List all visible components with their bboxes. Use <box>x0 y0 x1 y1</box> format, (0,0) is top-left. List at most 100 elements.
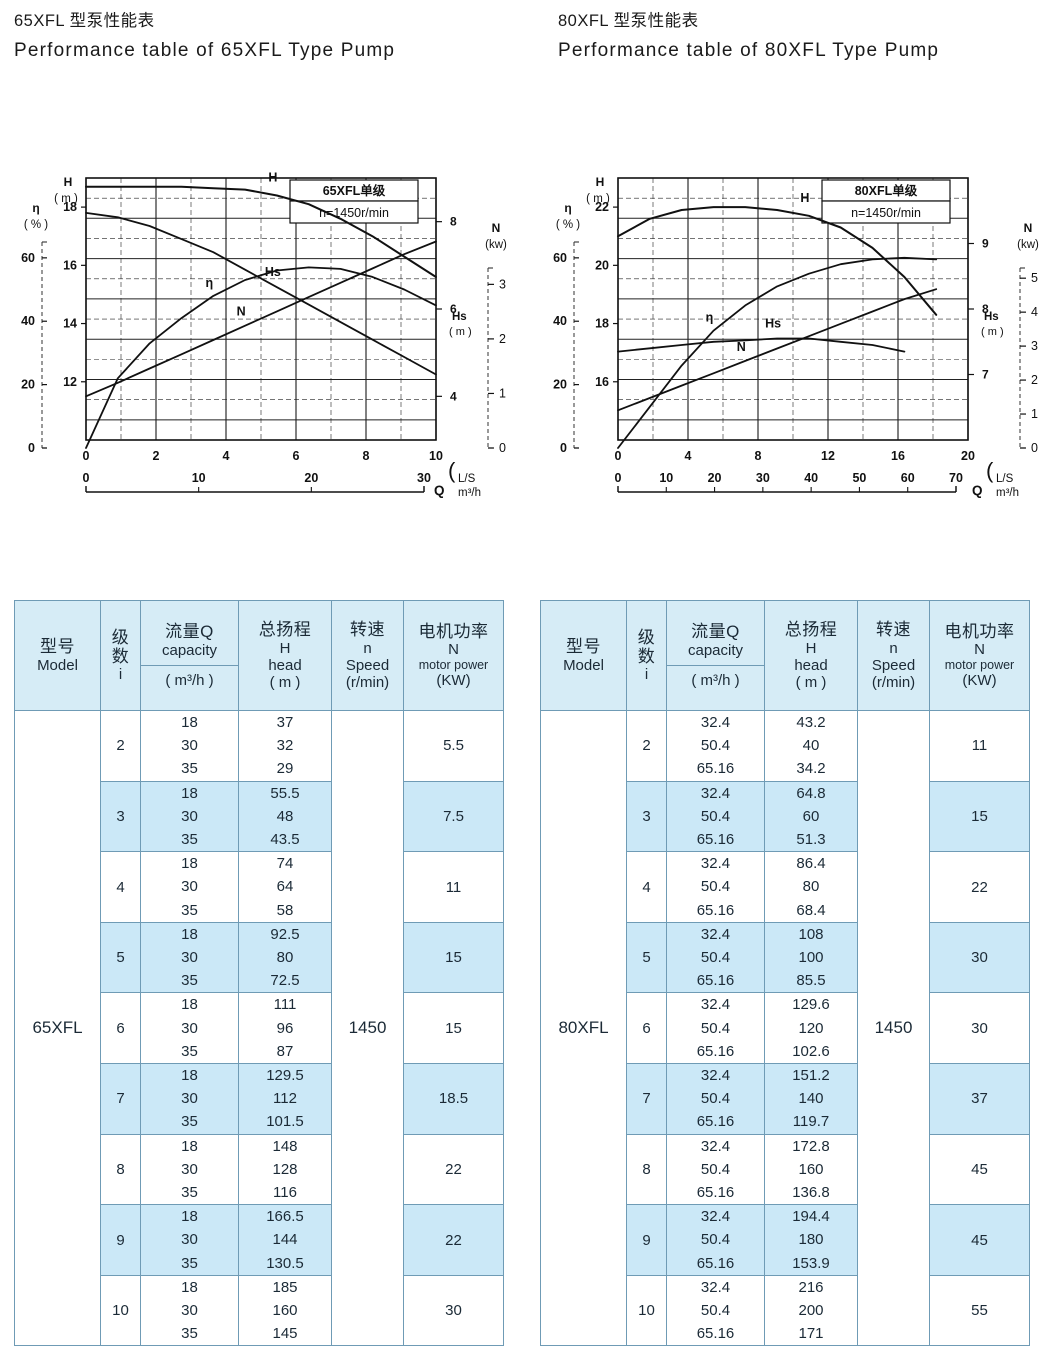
table-row: 8 18 30 35 148 128 116 22 <box>15 1133 504 1206</box>
head-value: 216 <box>798 1278 824 1296</box>
capacity-value: 35 <box>181 1113 198 1131</box>
svg-text:8: 8 <box>755 449 762 463</box>
capacity-value: 32.4 <box>700 925 731 943</box>
col-header-power: 电机功率 N motor power (KW) <box>403 600 504 711</box>
performance-table-65xfl: 型号 Model 级 数 i 流量Q capacity <box>14 600 504 1347</box>
svg-text:8: 8 <box>450 215 457 229</box>
cell-head: 151.2 140 119.7 <box>764 1063 858 1135</box>
cell-capacity: 32.4 50.4 65.16 <box>666 992 765 1065</box>
col-header-power-symbol: N <box>448 640 459 658</box>
svg-text:10: 10 <box>192 471 206 485</box>
capacity-value: 18 <box>181 1067 198 1085</box>
table-header-row: 型号 Model 级 数 i 流量Q capacity <box>540 600 1030 711</box>
col-header-capacity-top: 流量Q capacity <box>667 614 764 666</box>
head-value: 55.5 <box>270 784 300 802</box>
head-value: 86.4 <box>796 855 826 873</box>
capacity-value: 50.4 <box>700 949 731 967</box>
table-row: 5 32.4 50.4 65.16 108 100 85.5 30 <box>541 921 1030 994</box>
capacity-value: 18 <box>181 1208 198 1226</box>
table-row: 10 18 30 35 185 160 145 30 <box>15 1274 504 1347</box>
svg-text:η: η <box>32 201 39 215</box>
svg-text:Hs: Hs <box>452 311 467 323</box>
head-value: 166.5 <box>266 1208 304 1226</box>
performance-chart-80xfl: 80XFL单级 n=1450r/min H( m ) 16 18 20 22 η( % ) 0 2… <box>540 150 1060 550</box>
col-header-model-en: Model <box>37 656 78 674</box>
cell-stage-count: 3 <box>100 780 141 853</box>
svg-text:18: 18 <box>595 317 609 331</box>
cell-stage-count: 9 <box>100 1204 141 1276</box>
head-value: 32 <box>276 737 294 755</box>
svg-text:16: 16 <box>891 449 905 463</box>
cell-capacity: 32.4 50.4 65.16 <box>666 1274 765 1347</box>
table-row: 10 32.4 50.4 65.16 216 200 171 55 <box>541 1274 1030 1347</box>
capacity-value: 32.4 <box>700 1137 731 1155</box>
head-value: 64.8 <box>796 784 826 802</box>
cell-head: 86.4 80 68.4 <box>764 851 858 923</box>
head-value: 151.2 <box>792 1067 830 1085</box>
cell-motor-power: 7.5 <box>403 780 504 853</box>
col-header-capacity-en: capacity <box>161 641 218 659</box>
cell-speed: 1450 <box>331 709 404 1347</box>
svg-text:Q: Q <box>434 483 445 498</box>
svg-text:H: H <box>64 175 73 189</box>
cell-capacity: 32.4 50.4 65.16 <box>666 780 765 853</box>
svg-text:( m ): ( m ) <box>586 193 610 205</box>
capacity-value: 32.4 <box>700 1278 731 1296</box>
head-value: 112 <box>273 1090 297 1108</box>
capacity-value: 30 <box>181 1019 198 1037</box>
head-value: 120 <box>798 1019 824 1037</box>
col-header-capacity-en: capacity <box>687 641 744 659</box>
table-row: 9 32.4 50.4 65.16 194.4 180 153.9 45 <box>541 1204 1030 1276</box>
capacity-value: 35 <box>181 972 198 990</box>
cell-motor-power: 18.5 <box>403 1063 504 1135</box>
col-header-capacity-bottom: ( m³/h ) <box>141 666 238 697</box>
head-value: 180 <box>798 1231 824 1249</box>
table-row: 65XFL 2 18 30 35 37 32 29 1450 5.5 <box>14 709 504 1347</box>
table-row: 8 32.4 50.4 65.16 172.8 160 136.8 45 <box>541 1133 1030 1206</box>
cell-stage-count: 2 <box>626 710 667 782</box>
head-value: 102.6 <box>792 1042 830 1060</box>
col-header-model: 型号 Model <box>14 600 101 711</box>
svg-text:4: 4 <box>685 449 692 463</box>
capacity-value: 50.4 <box>700 1019 731 1037</box>
col-header-power-symbol: N <box>974 640 985 658</box>
cell-head: 148 128 116 <box>238 1133 332 1206</box>
svg-text:40: 40 <box>553 314 567 328</box>
performance-table-80xfl: 型号 Model 级 数 i 流量Q capacity <box>540 600 1030 1347</box>
head-value: 108 <box>798 925 824 943</box>
cell-stage-count: 10 <box>100 1274 141 1347</box>
head-value: 72.5 <box>270 972 300 990</box>
col-header-capacity-top: 流量Q capacity <box>141 614 238 666</box>
titles-region: 65XFL 型泵性能表 Performance table of 65XFL T… <box>0 0 1060 92</box>
cell-head: 129.5 112 101.5 <box>238 1063 332 1135</box>
cell-capacity: 32.4 50.4 65.16 <box>666 851 765 923</box>
svg-text:3: 3 <box>1031 339 1038 353</box>
svg-text:L/S: L/S <box>996 473 1014 485</box>
capacity-value: 50.4 <box>700 1302 731 1320</box>
head-value: 129.6 <box>792 996 830 1014</box>
cell-motor-power: 30 <box>403 1274 504 1347</box>
table-header-row: 型号 Model 级 数 i 流量Q capacity <box>14 600 504 711</box>
head-value: 96 <box>276 1019 294 1037</box>
col-header-head-en: head <box>268 656 302 674</box>
svg-text:( m ): ( m ) <box>981 326 1004 338</box>
capacity-value: 30 <box>181 1302 198 1320</box>
svg-text:60: 60 <box>901 471 915 485</box>
cell-motor-power: 45 <box>929 1204 1030 1276</box>
cell-motor-power: 45 <box>929 1133 1030 1206</box>
head-value: 171 <box>798 1325 824 1343</box>
col-header-model-en: Model <box>563 656 604 674</box>
svg-text:Hs: Hs <box>265 265 281 279</box>
cell-stage-count: 4 <box>626 851 667 923</box>
svg-text:Hs: Hs <box>765 316 781 330</box>
head-value: 58 <box>276 901 294 919</box>
svg-text:14: 14 <box>63 317 77 331</box>
capacity-value: 50.4 <box>700 737 731 755</box>
col-header-capacity-unit: ( m³/h ) <box>165 671 214 689</box>
svg-text:0: 0 <box>615 471 622 485</box>
cell-head: 92.5 80 72.5 <box>238 921 332 994</box>
table-row: 6 18 30 35 111 96 87 15 <box>15 992 504 1065</box>
svg-text:L/S: L/S <box>458 473 476 485</box>
svg-text:(kw): (kw) <box>1017 239 1039 251</box>
cell-stage-count: 6 <box>100 992 141 1065</box>
